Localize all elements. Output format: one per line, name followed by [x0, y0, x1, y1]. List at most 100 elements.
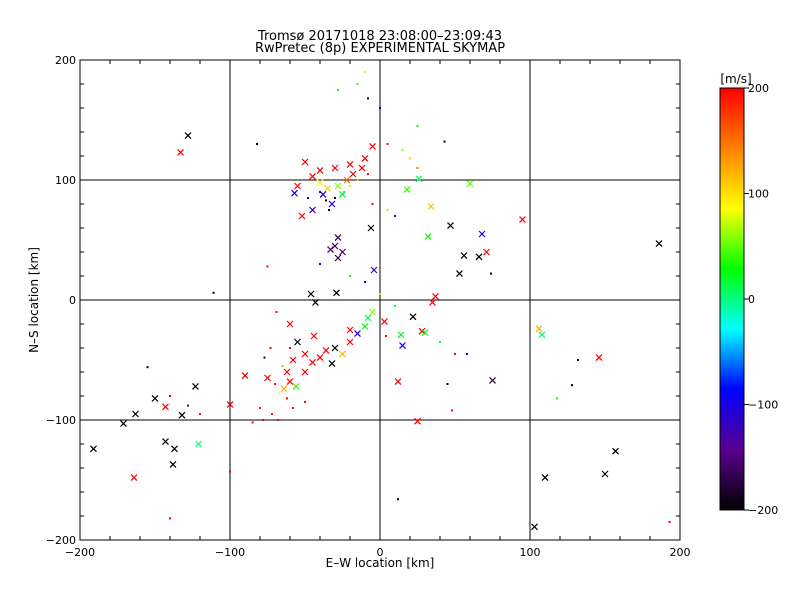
data-point-cross [333, 289, 340, 297]
cross-stroke [312, 298, 319, 306]
cross-stroke [151, 394, 159, 402]
cross-stroke [294, 338, 301, 346]
data-points [90, 71, 671, 531]
data-point-dot [256, 143, 258, 145]
data-point-cross [531, 523, 538, 531]
data-point-cross [414, 417, 421, 425]
data-point-cross [162, 438, 169, 446]
data-point-dot [386, 209, 389, 211]
cross-stroke [601, 470, 609, 478]
cross-stroke [226, 400, 234, 408]
cross-stroke [475, 253, 483, 261]
cross-stroke [447, 222, 454, 230]
cross-stroke [169, 460, 177, 468]
cross-stroke [531, 523, 538, 531]
data-point-cross [409, 313, 417, 321]
data-point-dot [556, 397, 558, 400]
data-point-cross [475, 253, 483, 261]
data-point-dot [328, 209, 330, 211]
data-point-dot [286, 397, 288, 400]
data-point-cross [334, 234, 342, 242]
data-point-dot [439, 341, 441, 343]
data-point-cross [489, 376, 496, 384]
data-point-cross [331, 164, 339, 172]
cross-stroke [358, 164, 366, 172]
cross-stroke [286, 378, 294, 386]
data-point-cross [171, 445, 178, 453]
data-point-dot [668, 521, 671, 523]
data-point-cross [367, 224, 375, 232]
data-point-cross [289, 356, 297, 364]
data-point-dot [281, 365, 284, 367]
data-point-dot [289, 347, 291, 349]
data-point-dot [367, 97, 369, 100]
data-point-cross [346, 326, 354, 334]
data-point-cross [283, 368, 291, 376]
cross-stroke [460, 252, 468, 260]
data-point-dot [262, 419, 264, 421]
x-tick-label: −100 [215, 546, 245, 559]
data-point-cross [456, 270, 463, 278]
data-point-cross [324, 184, 331, 192]
data-point-cross [132, 410, 139, 418]
data-point-cross [334, 182, 342, 190]
data-point-dot [451, 409, 453, 412]
cross-stroke [333, 289, 340, 297]
data-point-cross [339, 350, 346, 358]
cross-stroke [301, 158, 309, 166]
data-point-cross [184, 132, 192, 140]
cross-stroke [424, 232, 432, 240]
data-point-cross [424, 232, 432, 240]
data-point-dot [169, 517, 171, 520]
cross-stroke [327, 246, 334, 254]
cross-stroke [519, 216, 526, 224]
data-point-cross [280, 385, 288, 393]
y-tick-label: −100 [46, 414, 76, 427]
data-point-cross [364, 314, 372, 322]
data-point-cross [169, 460, 177, 468]
colorbar: [m/s] [719, 72, 752, 511]
data-point-cross [381, 318, 388, 326]
data-point-dot [466, 353, 468, 355]
data-point-dot [416, 125, 419, 127]
cross-stroke [394, 378, 402, 386]
data-point-cross [307, 290, 315, 298]
y-tick-label: 0 [69, 294, 76, 307]
axis-ticks: −200 −100 0 100 200 −200 −100 0 100 200 [46, 54, 691, 559]
data-point-dot [571, 384, 573, 387]
cross-stroke [283, 368, 291, 376]
data-point-dot [271, 413, 273, 415]
cross-stroke [349, 170, 357, 178]
data-point-dot [212, 291, 215, 294]
cross-stroke [432, 292, 439, 300]
colorbar-tick-label: 200 [748, 82, 769, 95]
data-point-cross [286, 320, 294, 328]
data-point-dot [251, 421, 254, 424]
cross-stroke [310, 332, 318, 340]
cross-stroke [292, 382, 300, 390]
data-point-dot [401, 149, 404, 151]
colorbar-tick-label: 0 [748, 293, 755, 306]
data-point-cross [301, 368, 309, 376]
data-point-dot [337, 89, 339, 91]
cross-stroke [316, 166, 324, 174]
cross-stroke [346, 160, 354, 168]
data-point-dot [319, 263, 321, 265]
cross-stroke [541, 474, 549, 482]
data-point-dot [379, 293, 381, 295]
cross-stroke [90, 445, 97, 453]
cross-stroke [414, 417, 421, 425]
data-point-cross [483, 248, 490, 256]
data-point-cross [192, 382, 199, 390]
data-point-dot [409, 157, 411, 160]
cross-stroke [328, 360, 336, 368]
cross-stroke [339, 248, 346, 256]
cross-stroke [331, 242, 339, 250]
y-tick-label: −200 [46, 534, 76, 547]
cross-stroke [415, 175, 423, 183]
cross-stroke [184, 132, 192, 140]
data-point-cross [403, 186, 411, 194]
data-point-cross [294, 182, 301, 190]
cross-stroke [489, 376, 496, 384]
data-point-cross [162, 403, 169, 411]
